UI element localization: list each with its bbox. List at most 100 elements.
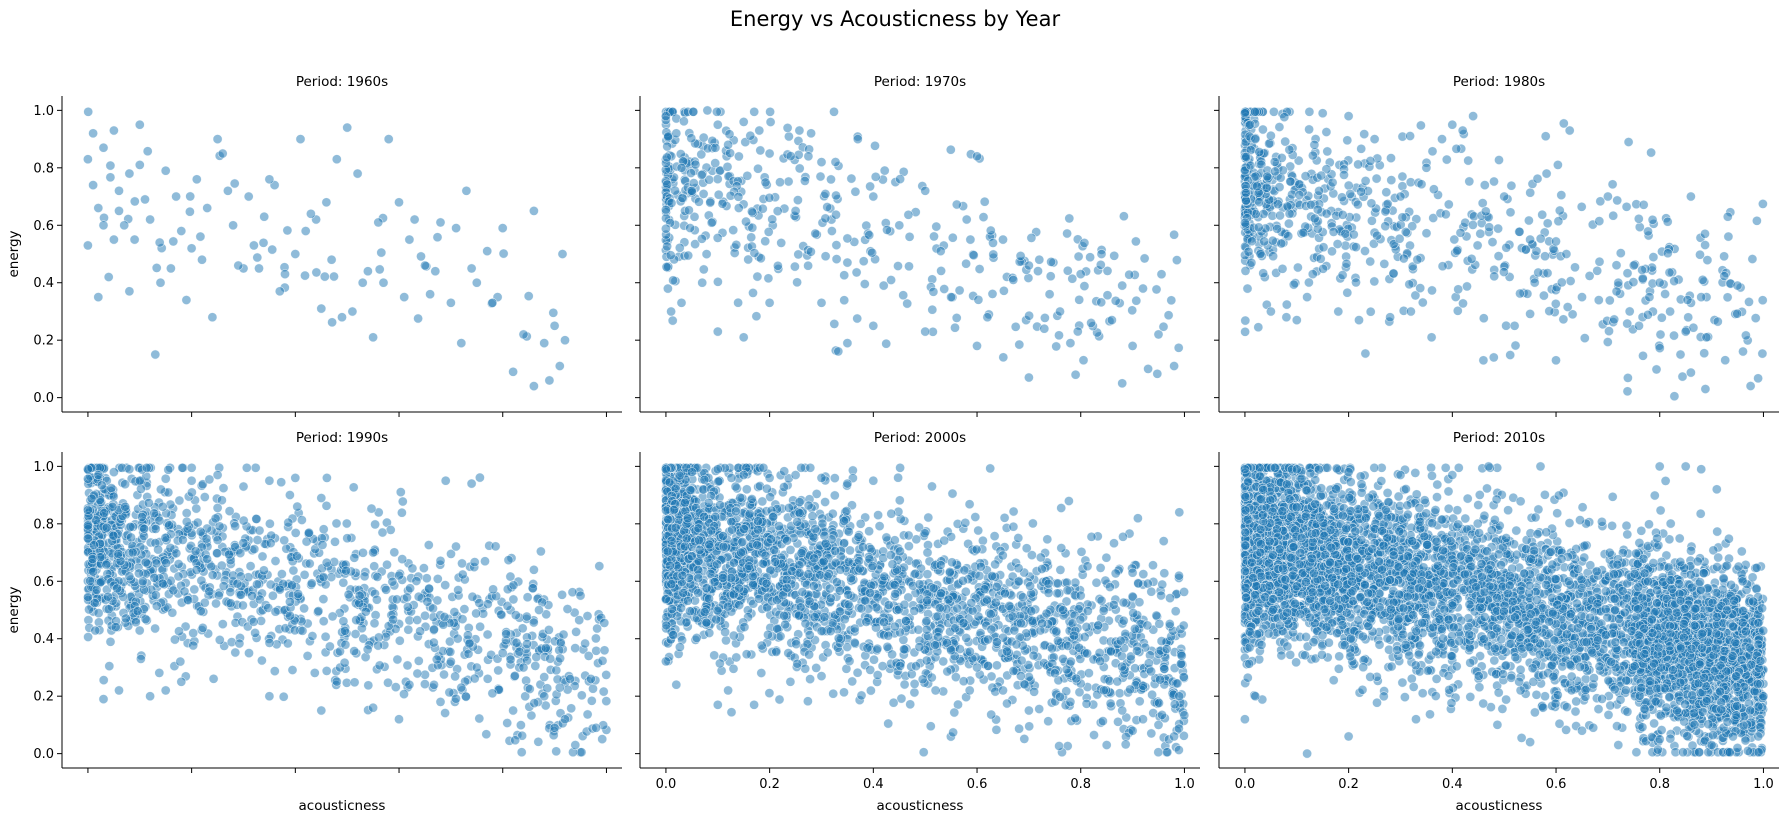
data-point [173,571,184,582]
data-point [181,516,192,527]
data-point [482,673,493,684]
data-point [330,536,340,547]
data-point [222,185,233,196]
data-point [349,646,360,656]
data-point [435,217,446,228]
data-point [183,595,193,605]
data-point [252,252,263,263]
data-point [1732,280,1743,291]
data-point [316,493,327,503]
data-point [212,548,223,559]
data-point [1312,204,1323,215]
data-point [432,595,443,606]
data-point [1509,320,1520,331]
data-point [233,260,244,271]
data-point [820,251,831,262]
data-point [1081,622,1092,632]
data-point [774,694,785,705]
data-point [1052,588,1063,599]
data-point [1174,570,1184,581]
data-point [1647,214,1658,225]
data-point [374,264,385,275]
data-point [1567,309,1578,320]
data-point [190,546,201,557]
data-point [539,691,550,702]
data-point [321,500,332,511]
data-point [831,240,842,250]
data-point [987,571,997,581]
data-point [842,257,853,268]
data-point [1158,321,1169,332]
data-point [1014,339,1025,350]
data-point [927,481,937,492]
data-point [1318,263,1328,274]
data-point [1070,369,1081,380]
data-point [1298,227,1309,238]
data-point [142,146,153,157]
data-point [928,286,939,297]
data-point [480,556,490,567]
data-point [1276,238,1287,249]
data-point [88,180,98,190]
data-point [1576,201,1587,212]
data-point [539,672,550,682]
data-point [846,173,857,184]
data-point [318,524,329,535]
data-point [1024,310,1034,321]
data-point [1284,218,1294,229]
data-point [1489,271,1500,282]
data-point [186,475,197,486]
data-point [1254,197,1265,207]
data-point [1697,274,1708,285]
data-point [106,483,117,493]
data-point [1634,320,1644,331]
data-point [466,478,477,489]
data-point [1757,295,1768,306]
data-point [171,191,181,202]
data-point [186,243,197,254]
data-point [151,262,162,273]
y-tick-label: 0.4 [33,632,54,647]
data-point [767,214,778,225]
data-point [805,462,816,473]
data-point [453,585,463,595]
data-point [972,151,982,162]
data-point [1114,688,1125,699]
data-point [586,674,596,684]
data-point [445,647,456,657]
data-point [1094,648,1105,658]
data-point [757,203,768,214]
data-point [794,163,805,174]
data-point [523,291,534,301]
data-point [898,290,909,301]
data-point [1381,187,1392,198]
data-point [1131,236,1141,247]
data-point [397,554,408,564]
data-point [1369,134,1380,144]
data-point [1612,195,1623,206]
data-point [913,624,924,635]
data-point [1096,249,1107,259]
data-point [1386,153,1396,163]
data-point [1719,271,1730,281]
data-point [895,174,905,184]
data-point [693,564,703,575]
data-point [1738,346,1748,357]
data-point [1556,277,1567,288]
data-point [293,589,303,599]
data-point [710,158,721,168]
data-point [496,609,506,620]
data-point [145,214,155,225]
data-point [942,666,953,677]
data-point [893,261,903,271]
data-point [265,538,276,548]
data-point [662,179,673,190]
data-point [306,578,317,589]
data-point [108,530,119,541]
data-point [1064,213,1075,224]
data-point [1604,326,1614,336]
data-point [1028,518,1038,529]
data-point [999,285,1009,296]
data-point [754,593,764,604]
data-point [394,570,404,581]
